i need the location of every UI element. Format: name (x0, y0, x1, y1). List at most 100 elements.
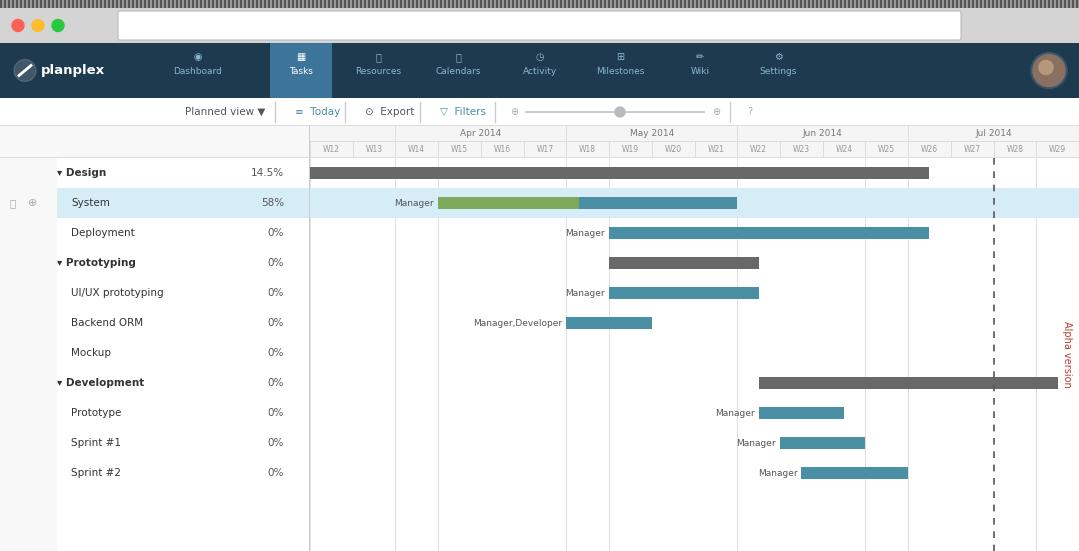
Bar (0, 98, 1079, 126)
Bar (607, 0, 610, 8)
Bar (84, 0, 86, 8)
Bar (384, 0, 386, 8)
Bar (47, 0, 50, 8)
Bar (932, 0, 934, 8)
Bar (824, 0, 827, 8)
Bar (272, 0, 274, 8)
Bar (839, 0, 842, 8)
Bar (756, 0, 759, 8)
Bar (310, 126, 1079, 551)
Bar (1052, 0, 1054, 8)
Text: W22: W22 (750, 145, 767, 154)
Bar (581, 0, 582, 8)
Bar (704, 0, 706, 8)
Bar (88, 0, 90, 8)
Text: W13: W13 (366, 145, 383, 154)
Bar (736, 0, 738, 8)
Bar (440, 0, 442, 8)
Bar (628, 0, 630, 8)
Bar (848, 0, 850, 8)
Text: 0%: 0% (268, 378, 284, 388)
Bar (252, 0, 254, 8)
Bar (896, 0, 898, 8)
Text: Prototype: Prototype (71, 408, 121, 418)
Circle shape (12, 19, 24, 31)
Bar (310, 166, 929, 180)
Text: Calendars: Calendars (435, 68, 480, 77)
Bar (708, 0, 710, 8)
Bar (128, 0, 129, 8)
Text: Tasks: Tasks (289, 68, 313, 77)
Bar (448, 0, 450, 8)
Bar (916, 0, 918, 8)
Bar (732, 0, 734, 8)
Bar (800, 0, 802, 8)
Bar (920, 0, 921, 8)
Bar (204, 0, 206, 8)
Bar (416, 0, 418, 8)
Bar (452, 0, 454, 8)
Text: 👤: 👤 (375, 52, 381, 62)
Text: May 2014: May 2014 (630, 129, 674, 138)
Bar (52, 0, 54, 8)
Bar (284, 0, 286, 8)
Bar (609, 287, 759, 299)
Bar (464, 0, 466, 8)
Bar (677, 0, 678, 8)
Bar (0, 126, 57, 551)
Bar (270, 43, 332, 98)
Bar (428, 0, 431, 8)
Bar (164, 0, 166, 8)
Bar (760, 0, 762, 8)
Bar (788, 0, 790, 8)
Text: 58%: 58% (261, 198, 284, 208)
Text: Jul 2014: Jul 2014 (975, 129, 1012, 138)
Bar (508, 0, 510, 8)
Bar (196, 0, 199, 8)
Bar (784, 0, 786, 8)
Text: Dashboard: Dashboard (174, 68, 222, 77)
Text: ▦: ▦ (297, 52, 305, 62)
Bar (412, 0, 414, 8)
Bar (168, 0, 170, 8)
Bar (336, 0, 338, 8)
Bar (368, 0, 370, 8)
Circle shape (1033, 55, 1065, 87)
Bar (504, 0, 506, 8)
Bar (353, 158, 395, 551)
Bar (460, 0, 462, 8)
Bar (310, 157, 1079, 158)
Bar (716, 0, 718, 8)
Text: ⊕: ⊕ (712, 107, 720, 117)
Bar (640, 0, 642, 8)
Bar (992, 0, 994, 8)
Bar (76, 0, 78, 8)
Text: Resources: Resources (355, 68, 401, 77)
Text: ▾ Design: ▾ Design (57, 168, 106, 178)
Bar (525, 111, 705, 113)
Bar (940, 0, 942, 8)
Bar (310, 126, 1079, 142)
Bar (488, 0, 490, 8)
Bar (692, 0, 694, 8)
Text: 0%: 0% (268, 438, 284, 448)
Bar (292, 0, 293, 8)
Bar (1032, 0, 1034, 8)
Bar (64, 0, 66, 8)
Bar (124, 0, 126, 8)
Text: 0%: 0% (268, 288, 284, 298)
Bar (812, 0, 814, 8)
Bar (1044, 0, 1046, 8)
Bar (279, 0, 282, 8)
Bar (816, 0, 818, 8)
Bar (836, 0, 838, 8)
Bar (72, 0, 74, 8)
Bar (176, 0, 178, 8)
Bar (909, 0, 910, 8)
Bar (492, 0, 494, 8)
Bar (1036, 0, 1038, 8)
Bar (16, 0, 18, 8)
Bar (344, 0, 346, 8)
Bar (1012, 0, 1014, 8)
Bar (952, 0, 954, 8)
